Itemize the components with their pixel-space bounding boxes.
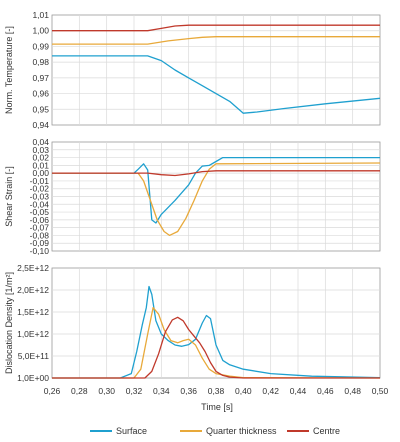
y-tick-label: -0,01: [30, 176, 50, 186]
x-tick-label: 0,40: [235, 386, 252, 396]
y-axis-label: Norm. Temperature [-]: [4, 26, 14, 114]
x-tick-label: 0,38: [208, 386, 225, 396]
y-tick-label: -0,09: [30, 238, 50, 248]
y-tick-label: 0,96: [32, 89, 49, 99]
time-axis: 0,26 0,28 0,30 0,32 0,34 0,36 0,38 0,40 0,42 0,44…: [44, 386, 389, 396]
y-tick-label: 1,5E+12: [17, 307, 49, 317]
series-line-surface: [52, 285, 381, 379]
x-tick-label: 0,34: [153, 386, 170, 396]
y-tick-label: 0,03: [32, 145, 49, 155]
x-tick-label: 0,30: [98, 386, 115, 396]
series-line-centre: [52, 170, 380, 177]
y-tick-label: -0,07: [30, 223, 50, 233]
y-tick-label: -0,06: [30, 215, 50, 225]
y-tick-label: 1,0E+00: [17, 373, 49, 383]
y-tick-label: 0,00: [32, 168, 49, 178]
y-tick-label: -0,04: [30, 199, 50, 209]
y-tick-label: 0,94: [32, 120, 49, 130]
x-tick-label: 0,36: [180, 386, 197, 396]
series-line-centre: [52, 316, 380, 379]
y-tick-label: 0,01: [32, 160, 49, 170]
y-tick-label: 0,99: [32, 41, 49, 51]
x-axis-label: Time [s]: [201, 402, 233, 412]
y-axis-label: Shear Strain [-]: [4, 166, 14, 227]
x-tick-label: 0,48: [344, 386, 361, 396]
y-tick-label: 1,00: [32, 26, 49, 36]
x-tick-label: 0,44: [290, 386, 307, 396]
series-line-quarter-thickness: [52, 306, 381, 379]
y-tick-label: 2,0E+12: [17, 285, 49, 295]
x-tick-label: 0,46: [317, 386, 334, 396]
y-tick-label: 0,98: [32, 57, 49, 67]
y-tick-label: 0,04: [32, 137, 49, 147]
y-tick-label: 2,5E+12: [17, 263, 49, 273]
y-tick-label: -0,02: [30, 184, 50, 194]
x-tick-label: 0,32: [126, 386, 143, 396]
x-tick-label: 0,28: [71, 386, 88, 396]
y-tick-label: 0,97: [32, 73, 49, 83]
y-tick-label: -0,10: [30, 246, 50, 256]
y-tick-label: 0,02: [32, 153, 49, 163]
legend-label: Surface: [116, 426, 147, 436]
temperature-panel: 1,01 1,00 0,99 0,98 0,97 0,96 0,95 0,94 Norm. Te…: [4, 10, 381, 130]
y-tick-label: -0,05: [30, 207, 50, 217]
y-tick-label: 5,0E+11: [18, 351, 50, 361]
x-tick-label: 0,42: [262, 386, 279, 396]
y-axis-label: Dislocation Density [1/m²]: [4, 272, 14, 374]
y-tick-label: 0,95: [32, 104, 49, 114]
series-line-centre: [52, 24, 380, 32]
series-line-surface: [52, 156, 380, 224]
legend-label: Quarter thickness: [206, 426, 277, 436]
y-tick-label: -0,03: [30, 192, 50, 202]
y-tick-label: 1,0E+12: [17, 329, 49, 339]
legend-label: Centre: [313, 426, 340, 436]
series-line-quarter-thickness: [52, 36, 380, 45]
x-tick-label: 0,50: [372, 386, 389, 396]
y-tick-label: 1,01: [32, 10, 49, 20]
legend: Surface Quarter thickness Centre: [90, 426, 340, 436]
series-line-surface: [52, 55, 381, 114]
x-tick-label: 0,26: [44, 386, 61, 396]
y-tick-label: -0,08: [30, 230, 50, 240]
shear-strain-panel: 0,040,030,020,010,00-0,01-0,02-0,03-0,04…: [4, 137, 381, 256]
dislocation-density-panel: 2,5E+12 2,0E+12 1,5E+12 1,0E+12 5,0E+11 1,0E+…: [4, 263, 381, 383]
